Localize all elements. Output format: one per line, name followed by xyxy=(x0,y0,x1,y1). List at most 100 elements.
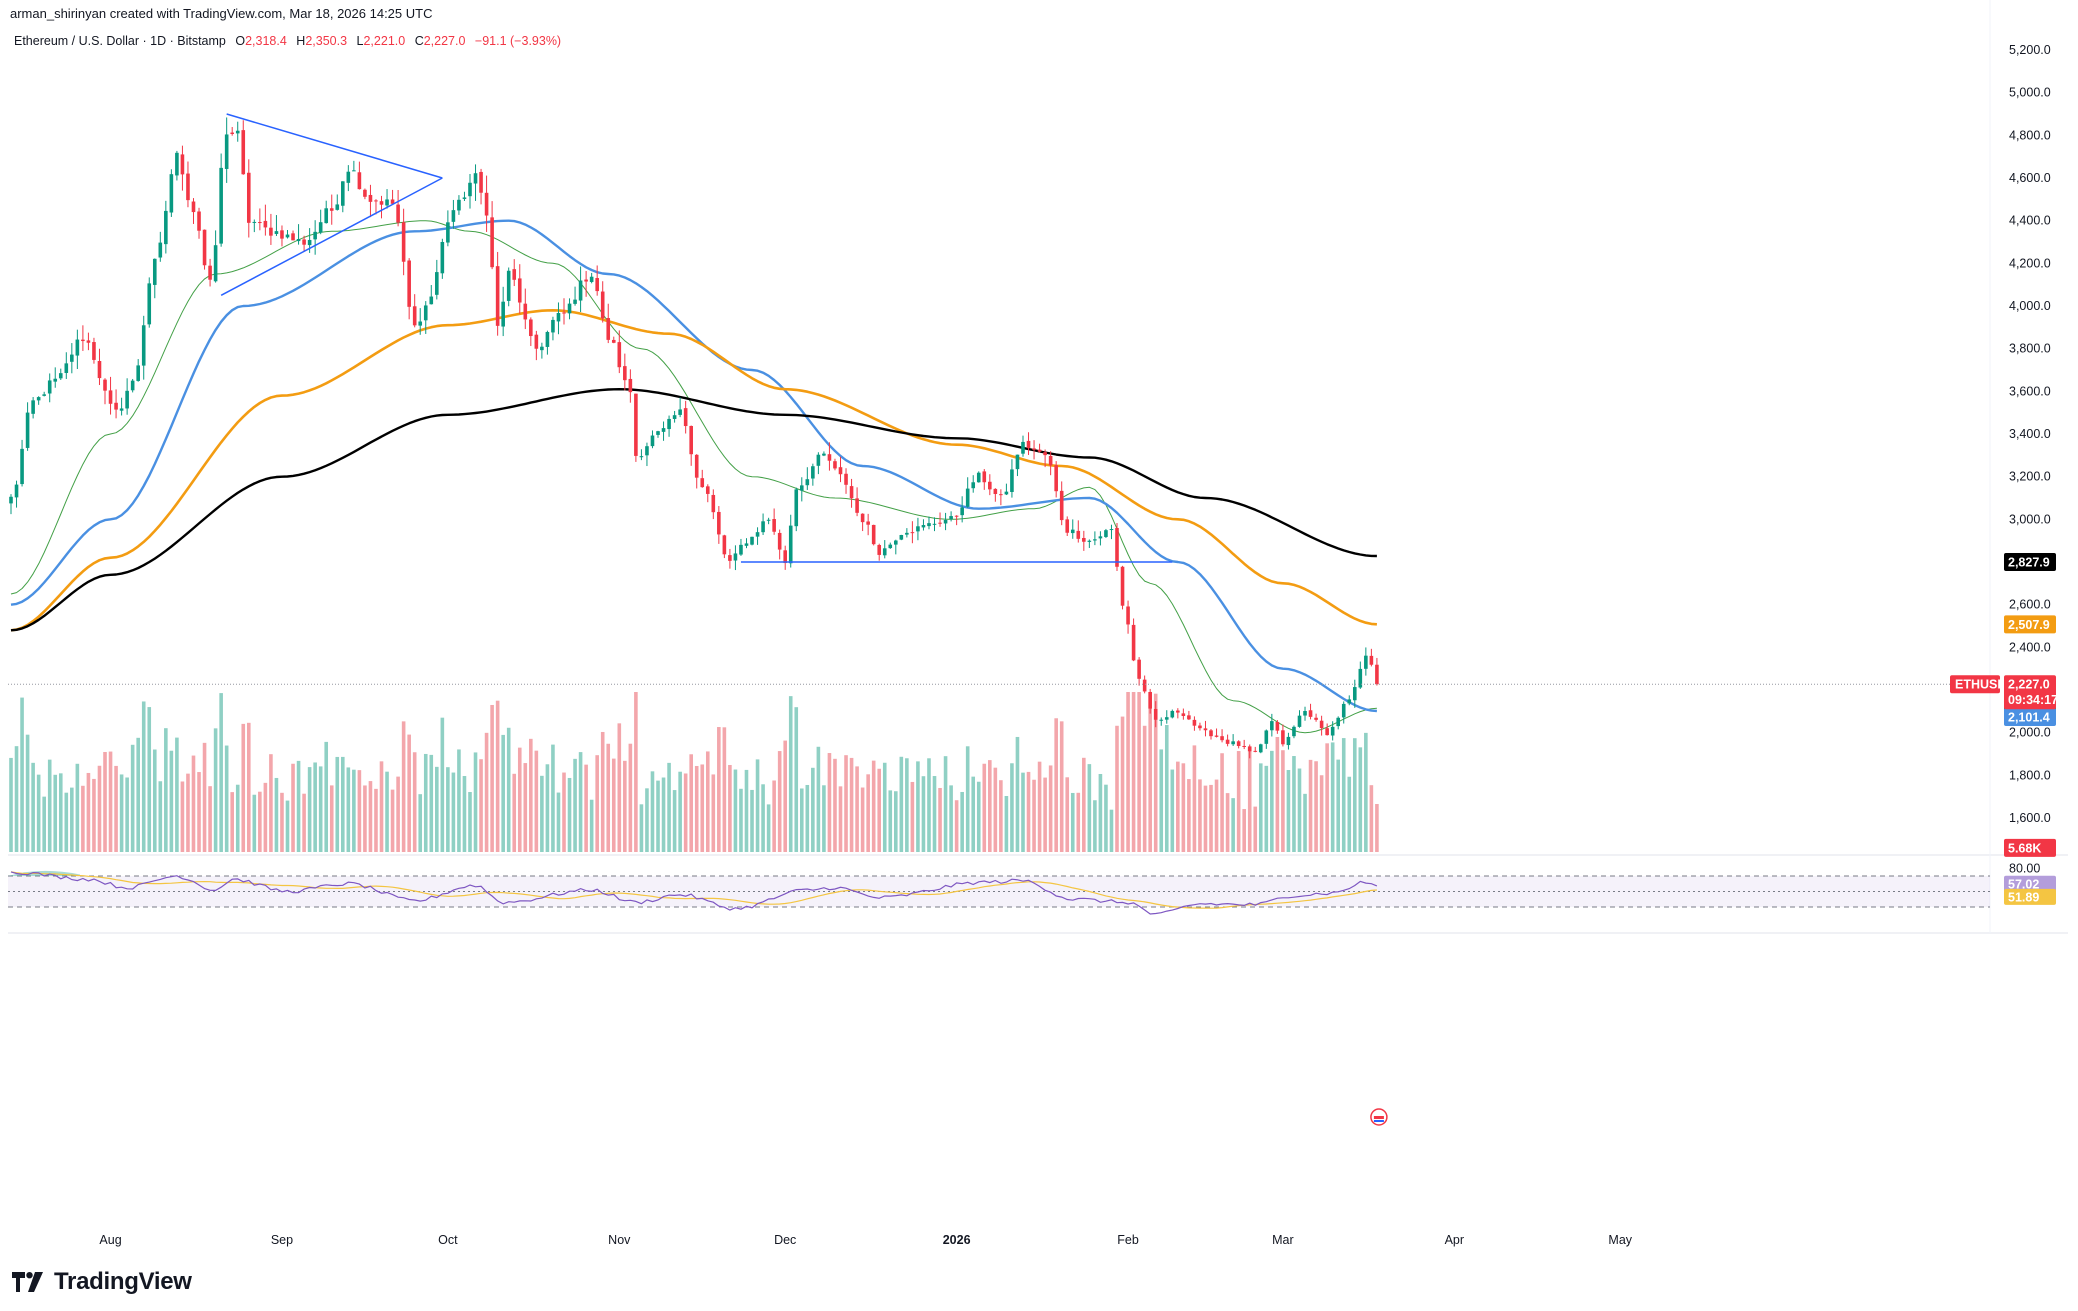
candle-body xyxy=(457,199,461,211)
candle-body xyxy=(169,174,174,213)
candle-body xyxy=(988,481,992,490)
time-axis: Aug Sep Oct Nov Dec 2026 Feb Mar Apr May xyxy=(99,1233,1632,1247)
candle-body xyxy=(1347,699,1352,704)
volume-bar xyxy=(307,767,312,852)
volume-bar xyxy=(1203,785,1208,852)
volume-bar xyxy=(1364,732,1368,852)
candle-body xyxy=(335,204,340,210)
volume-bar xyxy=(53,774,58,852)
volume-bar xyxy=(573,758,577,852)
candle-body xyxy=(683,408,688,427)
volume-bar xyxy=(1325,743,1329,852)
candle-body xyxy=(341,181,345,206)
volume-bar xyxy=(390,789,395,852)
volume-bar xyxy=(916,761,920,852)
volume-bar xyxy=(1358,747,1363,852)
candle-body xyxy=(258,222,262,224)
volume-bar xyxy=(556,792,561,852)
volume-bar xyxy=(385,771,389,852)
candle-body xyxy=(423,305,428,321)
candle-body xyxy=(1104,530,1108,537)
volume-bar xyxy=(1048,765,1053,852)
candle-body xyxy=(628,378,633,393)
volume-bar xyxy=(302,793,306,852)
candle-body xyxy=(506,270,511,301)
volume-bar xyxy=(291,763,295,852)
volume-bar xyxy=(551,744,555,852)
volume-bar xyxy=(1021,772,1025,852)
candle-body xyxy=(1319,720,1324,729)
candle-body xyxy=(180,154,185,175)
candle-body xyxy=(777,532,782,550)
volume-bar xyxy=(1120,716,1125,852)
volume-bar xyxy=(523,763,528,852)
close-key: C xyxy=(414,34,424,48)
volume-bar xyxy=(1131,692,1136,852)
volume-bar xyxy=(1026,771,1031,852)
credit-line: arman_shirinyan created with TradingView… xyxy=(10,6,433,21)
volume-bar xyxy=(827,753,832,852)
candle-body xyxy=(717,511,721,535)
candle-body xyxy=(197,211,201,231)
volume-bar xyxy=(1352,738,1357,852)
candle-body xyxy=(733,553,738,561)
candle-body xyxy=(562,312,566,314)
volume-bar xyxy=(932,776,937,852)
volume-bar xyxy=(910,781,915,852)
candle-body xyxy=(1297,715,1302,727)
volume-bar xyxy=(1275,736,1280,852)
rsi-badge-text: 57.02 xyxy=(2008,877,2039,891)
candle-body xyxy=(932,523,937,525)
candle-body xyxy=(556,313,561,322)
candle-body xyxy=(1358,668,1363,688)
candle-body xyxy=(396,204,400,223)
volume-bar xyxy=(401,721,406,852)
candle-body xyxy=(567,303,572,314)
candle-body xyxy=(81,339,85,342)
price-tick-label: 1,800.0 xyxy=(2009,768,2051,782)
time-tick-label: Sep xyxy=(271,1233,293,1247)
volume-bar xyxy=(783,740,787,852)
rsi-tick-label: 80.00 xyxy=(2009,861,2040,875)
volume-bar xyxy=(866,774,870,852)
candle-body xyxy=(1176,710,1180,713)
candle-body xyxy=(960,507,964,516)
candle-body xyxy=(1247,746,1252,752)
volume-bar xyxy=(473,752,478,852)
volume-bar xyxy=(1247,747,1252,852)
volume-bar xyxy=(855,766,859,852)
volume-bar xyxy=(451,772,456,852)
volume-bar xyxy=(545,764,550,852)
volume-bar xyxy=(70,787,74,852)
time-tick-label: Nov xyxy=(608,1233,631,1247)
candle-body xyxy=(600,291,605,319)
volume-bar xyxy=(230,792,234,852)
candle-body xyxy=(639,456,644,458)
candle-body xyxy=(899,534,904,540)
candle-body xyxy=(53,378,58,382)
candle-body xyxy=(435,272,439,295)
candle-body xyxy=(822,453,826,456)
volume-bar xyxy=(733,769,738,852)
candle-body xyxy=(827,454,832,461)
time-tick-label: 2026 xyxy=(943,1233,971,1247)
volume-bar xyxy=(379,761,384,852)
close-value: 2,227.0 xyxy=(423,34,466,48)
volume-bar xyxy=(269,754,273,852)
tradingview-logo[interactable]: TradingView xyxy=(12,1268,192,1296)
volume-bar xyxy=(744,769,749,852)
candle-body xyxy=(252,221,257,223)
volume-bar xyxy=(512,773,517,852)
candle-body xyxy=(1242,745,1246,747)
candle-body xyxy=(191,201,196,213)
price-axis: 1,600.01,800.02,000.02,200.02,400.02,600… xyxy=(2009,43,2051,875)
volume-bar xyxy=(241,723,246,852)
volume-bar xyxy=(1264,765,1269,852)
candle-body xyxy=(302,239,306,245)
candle-body xyxy=(882,548,887,556)
volume-bar xyxy=(1314,761,1318,852)
volume-bar xyxy=(534,750,539,852)
volume-bar xyxy=(180,781,185,852)
ma100-badge-text: 2,507.9 xyxy=(2008,618,2050,632)
